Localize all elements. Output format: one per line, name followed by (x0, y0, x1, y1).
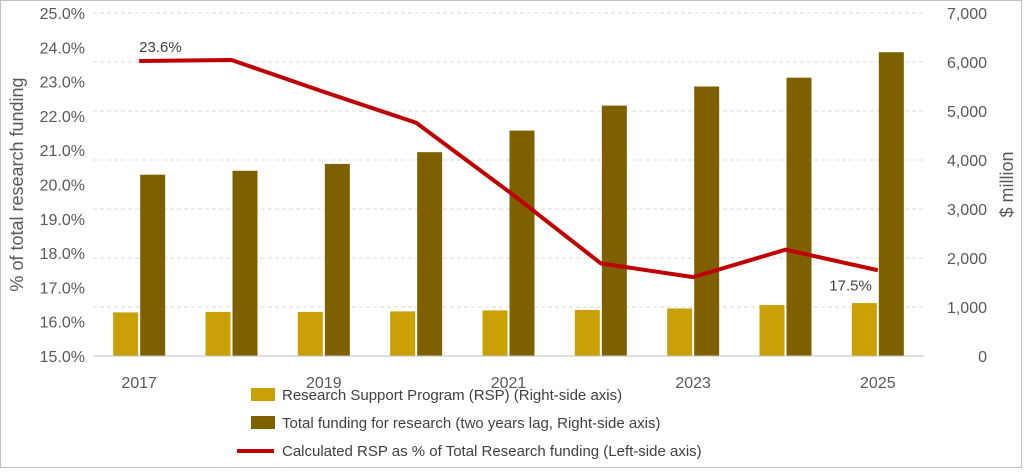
x-tick-label: 2025 (860, 375, 896, 392)
legend: Research Support Program (RSP) (Right-si… (237, 387, 702, 460)
bar-total-funding (509, 130, 535, 356)
bar-total-funding (601, 105, 627, 356)
legend-swatch (251, 388, 275, 401)
bar-total-funding (140, 174, 166, 356)
y-left-tick-label: 20.0% (40, 178, 85, 195)
bar-rsp (574, 309, 600, 356)
x-tick-label: 2017 (121, 375, 157, 392)
legend-label: Research Support Program (RSP) (Right-si… (282, 387, 622, 404)
bar-rsp (851, 303, 877, 356)
y-left-tick-label: 22.0% (40, 109, 85, 126)
x-tick-label: 2023 (675, 375, 711, 392)
y-left-axis-title: % of total research funding (7, 77, 27, 291)
x-tick-label: 2021 (491, 375, 527, 392)
bars (113, 52, 904, 357)
legend-label: Total funding for research (two years la… (282, 415, 661, 432)
axes: 15.0% 16.0% 17.0% 18.0% 19.0% 20.0% 21.0% 22.0%… (7, 6, 1017, 392)
y-left-tick-label: 17.0% (40, 280, 85, 297)
y-right-tick-label: 2,000 (947, 251, 987, 268)
bar-total-funding (232, 170, 258, 356)
bar-rsp (113, 312, 139, 356)
bar-rsp (297, 311, 323, 356)
legend-swatch (251, 416, 275, 429)
bar-rsp (205, 311, 231, 356)
bar-total-funding (786, 77, 812, 357)
y-left-tick-label: 21.0% (40, 143, 85, 160)
bar-total-funding (417, 152, 443, 356)
data-label: 23.6% (139, 39, 182, 56)
legend-label: Calculated RSP as % of Total Research fu… (282, 443, 702, 460)
bar-rsp (482, 310, 508, 356)
y-left-tick-label: 23.0% (40, 75, 85, 92)
y-right-tick-label: 6,000 (947, 55, 987, 72)
line-series (139, 57, 879, 280)
y-left-tick-label: 18.0% (40, 246, 85, 263)
y-right-tick-label: 4,000 (947, 153, 987, 170)
y-left-tick-label: 19.0% (40, 212, 85, 229)
bar-total-funding (694, 86, 720, 356)
gridlines (93, 12, 924, 308)
bar-total-funding (878, 52, 904, 356)
bar-rsp (759, 305, 785, 356)
y-right-tick-label: 3,000 (947, 202, 987, 219)
y-right-tick-label: 7,000 (947, 6, 987, 23)
bar-total-funding (324, 163, 350, 356)
y-right-tick-label: 0 (978, 349, 987, 366)
x-tick-label: 2019 (306, 375, 342, 392)
data-label: 17.5% (829, 277, 872, 294)
y-left-tick-label: 25.0% (40, 6, 85, 23)
rsp-percentage-line (139, 57, 879, 280)
y-right-axis-title: $ million (997, 151, 1017, 217)
bar-rsp (390, 311, 416, 356)
y-left-tick-label: 15.0% (40, 349, 85, 366)
y-right-tick-label: 1,000 (947, 300, 987, 317)
y-left-tick-label: 16.0% (40, 315, 85, 332)
data-labels: 23.6% 17.5% (139, 39, 872, 294)
bar-rsp (667, 308, 693, 356)
y-left-tick-label: 24.0% (40, 40, 85, 57)
y-right-tick-label: 5,000 (947, 104, 987, 121)
